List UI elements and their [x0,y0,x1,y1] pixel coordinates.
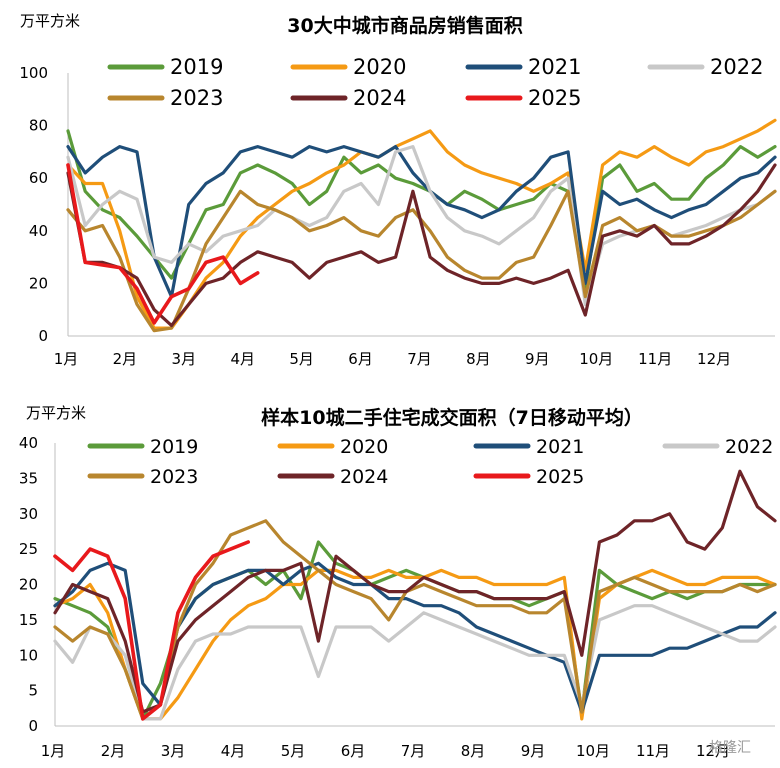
chart1-x-tick-label: 9月 [525,350,550,368]
chart2-x-tick-label: 7月 [401,742,426,760]
chart2-series-line-2020 [53,568,777,721]
chart1-x-tick-label: 1月 [54,350,79,368]
chart2-x-tick-label: 2月 [101,742,126,760]
chart1-x-tick-label: 7月 [407,350,432,368]
chart1-y-axis: 0 20 40 60 80 100 [19,64,69,345]
chart2-x-tick-label: 12月 [696,742,730,760]
chart2-x-tick-label: 6月 [341,742,366,760]
chart1-x-tick-label: 10月 [579,350,613,368]
chart2-series-line-2023 [53,519,777,721]
chart2-x-tick-label: 4月 [221,742,246,760]
chart1-x-tick-label: 4月 [230,350,255,368]
chart1-legend-label-2024: 2024 [353,86,406,110]
chart1-series-line-2025 [66,163,260,325]
chart1-y-tick-label: 100 [19,64,48,82]
chart2-y-tick-label: 0 [28,717,38,735]
chart1-series-lines [66,118,777,333]
chart2-legend-label-2020: 2020 [340,436,388,458]
chart2-x-tick-label: 11月 [636,742,670,760]
chart2-series-line-2024 [53,469,777,714]
chart2-series-line-2025 [53,540,250,721]
chart1-legend: 2019 2020 2021 2022 2023 2024 2025 [107,55,763,110]
chart2-y-axis: 0 5 10 15 20 25 30 35 40 [19,434,56,735]
chart2-legend-label-2019: 2019 [150,436,198,458]
chart2-y-tick-label: 25 [19,540,38,558]
chart2-x-tick-label: 9月 [521,742,546,760]
chart1-y-tick-label: 20 [29,274,48,292]
chart1-unit-label: 万平方米 [20,12,80,30]
chart1-legend-label-2020: 2020 [353,55,406,79]
chart2-x-axis: 1月 2月 3月 4月 5月 6月 7月 8月 9月 10月 11月 12月 [41,725,775,760]
chart1-x-tick-label: 6月 [348,350,373,368]
chart2-legend-label-2023: 2023 [150,466,198,488]
chart2-x-tick-label: 8月 [461,742,486,760]
chart1-x-tick-label: 5月 [289,350,314,368]
chart2-unit-label: 万平方米 [26,404,86,422]
chart2-y-tick-label: 10 [19,646,38,664]
chart1-series-line-2019 [66,129,777,291]
chart2-legend-label-2024: 2024 [340,466,388,488]
chart2-title: 样本10城二手住宅成交面积（7日移动平均） [261,406,643,429]
chart1-x-tick-label: 11月 [638,350,672,368]
chart1-x-tick-label: 12月 [697,350,731,368]
chart2-y-tick-label: 40 [19,434,38,452]
chart1-y-tick-label: 40 [29,222,48,240]
chart1-y-tick-label: 0 [38,327,48,345]
chart1-legend-label-2025: 2025 [528,86,581,110]
chart2-y-tick-label: 5 [28,682,38,700]
chart2-y-tick-label: 35 [19,469,38,487]
chart1-series-line-2021 [66,145,777,299]
chart1-x-axis: 1月 2月 3月 4月 5月 6月 7月 8月 9月 10月 11月 12月 [54,335,775,368]
chart2-series-line-2022 [53,604,777,721]
chart1-series-line-2024 [66,163,777,328]
chart2-legend: 2019 2020 2021 2022 2023 2024 2025 [87,436,773,488]
chart1-legend-label-2023: 2023 [170,86,223,110]
chart1-x-tick-label: 3月 [172,350,197,368]
chart2-x-tick-label: 1月 [41,742,66,760]
chart1-legend-label-2021: 2021 [528,55,581,79]
chart1-title: 30大中城市商品房销售面积 [287,14,522,37]
chart2-series-lines [53,469,777,721]
chart2-x-tick-label: 10月 [576,742,610,760]
chart1-y-tick-label: 60 [29,169,48,187]
chart2-x-tick-label: 5月 [281,742,306,760]
chart2-y-tick-label: 20 [19,576,38,594]
chart1-x-tick-label: 2月 [113,350,138,368]
chart1-y-tick-label: 80 [29,117,48,135]
chart2-y-tick-label: 30 [19,505,38,523]
chart2-x-tick-label: 3月 [161,742,186,760]
chart1-x-tick-label: 8月 [466,350,491,368]
chart2-legend-label-2022: 2022 [725,436,773,458]
chart1-legend-label-2022: 2022 [710,55,763,79]
watermark-text: 格隆汇 [709,740,751,756]
chart2-legend-label-2021: 2021 [536,436,584,458]
chart1-legend-label-2019: 2019 [170,55,223,79]
chart2-y-tick-label: 15 [19,611,38,629]
chart2-legend-label-2025: 2025 [536,466,584,488]
